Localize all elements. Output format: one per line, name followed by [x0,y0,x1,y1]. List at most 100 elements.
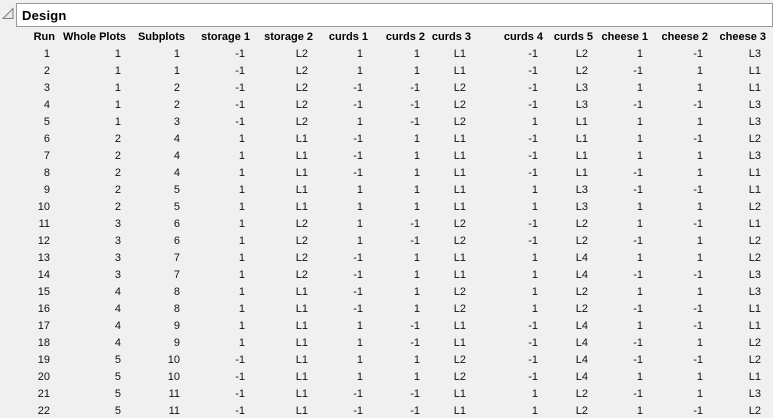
table-cell: 1 [356,336,363,349]
table-cell: 1 [696,81,703,94]
table-cell: 1 [413,268,420,281]
table-cell: -1 [693,47,703,60]
table-cell: L1 [748,166,761,179]
table-cell: 9 [173,319,180,332]
table-cell: L1 [295,200,308,213]
table-cell: -1 [353,132,363,145]
table-cell: 1 [696,64,703,77]
table-cell: 11 [168,404,180,417]
table-cell: -1 [235,353,245,366]
table-cell: 1 [173,64,180,77]
table-cell: -1 [235,98,245,111]
table-cell: -1 [410,234,420,247]
table-cell: 1 [531,302,538,315]
table-cell: L1 [295,302,308,315]
table-cell: L2 [295,268,308,281]
table-cell: L1 [453,47,466,60]
table-cell: L3 [575,81,588,94]
table-cell: -1 [693,404,703,417]
table-cell: 3 [114,234,121,247]
table-cell: 1 [238,217,245,230]
table-cell: 1 [238,251,245,264]
table-cell: 6 [173,217,180,230]
disclosure-triangle-icon[interactable] [2,7,15,20]
table-cell: L1 [295,285,308,298]
column-header-curds-2: curds 2 [385,30,425,43]
table-cell: L1 [295,183,308,196]
table-cell: L2 [295,64,308,77]
table-cell: L1 [453,64,466,77]
table-row: 2 1 1 -1 L2 1 1 L1 -1 L2 -1 1 L1 [0,62,768,79]
table-cell: -1 [235,370,245,383]
table-cell: -1 [633,234,643,247]
table-cell: L4 [575,336,588,349]
table-cell: 16 [37,302,50,315]
table-cell: 9 [43,183,50,196]
table-row: 10 2 5 1 L1 1 1 L1 1 L3 1 1 L2 [0,198,768,215]
table-cell: 1 [413,302,420,315]
table-cell: L3 [575,183,588,196]
table-cell: L2 [295,81,308,94]
table-cell: 1 [413,166,420,179]
table-cell: 2 [173,81,180,94]
table-cell: 13 [37,251,50,264]
table-cell: L1 [575,132,588,145]
panel-title-bar[interactable]: Design [16,3,773,27]
table-cell: 8 [173,285,180,298]
table-cell: L3 [748,115,761,128]
table-cell: 2 [114,149,121,162]
column-header-cheese-1: cheese 1 [601,30,648,43]
table-cell: L4 [575,370,588,383]
table-cell: 1 [636,149,643,162]
table-cell: 1 [413,353,420,366]
table-cell: L1 [295,404,308,417]
table-cell: L2 [453,302,466,315]
table-cell: L2 [453,81,466,94]
table-cell: -1 [353,268,363,281]
table-cell: 1 [636,319,643,332]
table-cell: L3 [748,47,761,60]
table-cell: 1 [636,251,643,264]
table-cell: -1 [693,183,703,196]
table-cell: L2 [453,370,466,383]
table-cell: 4 [173,132,180,145]
table-cell: L2 [575,404,588,417]
table-cell: 4 [114,285,121,298]
table-cell: 7 [173,251,180,264]
table-cell: 1 [636,370,643,383]
table-cell: L2 [748,132,761,145]
table-cell: -1 [528,149,538,162]
table-cell: 11 [168,387,180,400]
table-row: 7 2 4 1 L1 -1 1 L1 -1 L1 1 1 L3 [0,147,768,164]
table-cell: L3 [748,98,761,111]
table-cell: -1 [235,47,245,60]
table-cell: -1 [528,166,538,179]
table-cell: -1 [235,81,245,94]
table-cell: 2 [173,98,180,111]
table-cell: 19 [37,353,50,366]
table-cell: -1 [528,132,538,145]
table-cell: 1 [531,115,538,128]
table-cell: 1 [114,81,121,94]
table-row: 1 1 1 -1 L2 1 1 L1 -1 L2 1 -1 L3 [0,45,768,62]
table-cell: -1 [410,319,420,332]
table-cell: 1 [238,302,245,315]
table-cell: L2 [453,353,466,366]
table-cell: L1 [453,387,466,400]
table-cell: -1 [633,98,643,111]
table-cell: -1 [633,387,643,400]
table-cell: -1 [235,115,245,128]
table-cell: -1 [633,166,643,179]
table-cell: 17 [37,319,50,332]
table-cell: -1 [633,183,643,196]
table-cell: L2 [575,302,588,315]
table-cell: 5 [114,353,121,366]
table-cell: 1 [413,285,420,298]
table-cell: 1 [356,319,363,332]
table-row: 15 4 8 1 L1 -1 1 L2 1 L2 1 1 L3 [0,283,768,300]
table-cell: 1 [636,404,643,417]
table-cell: 6 [173,234,180,247]
table-row: 4 1 2 -1 L2 -1 -1 L2 -1 L3 -1 -1 L3 [0,96,768,113]
table-cell: -1 [528,234,538,247]
table-cell: -1 [528,217,538,230]
